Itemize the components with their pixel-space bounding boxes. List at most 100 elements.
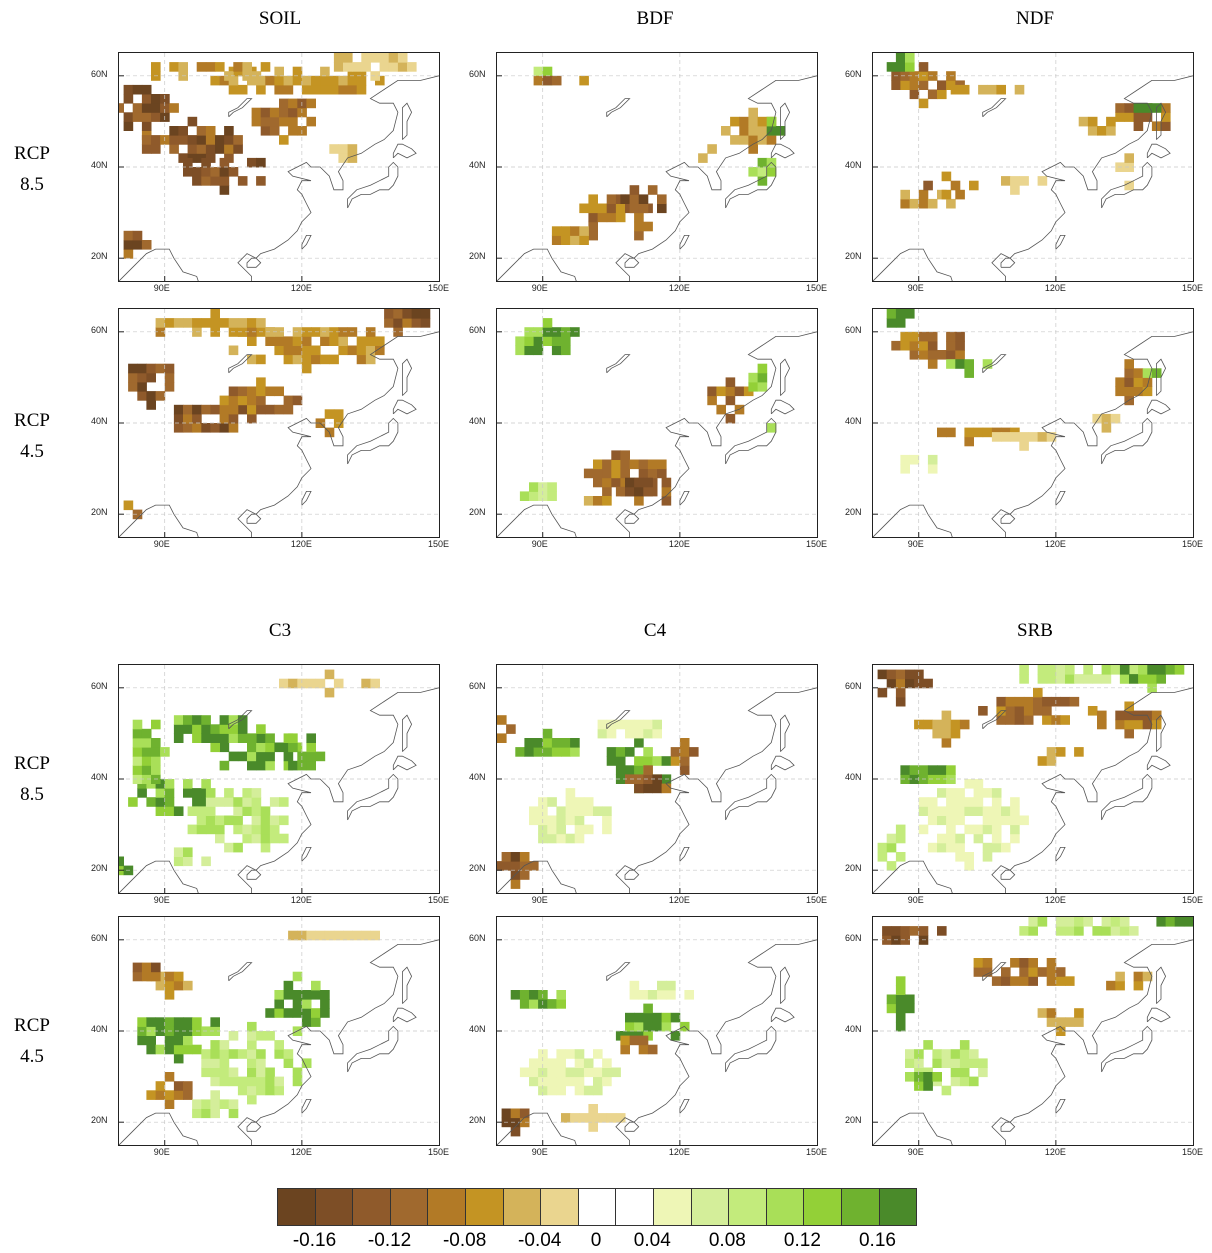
grid-cell xyxy=(652,719,662,730)
grid-cell xyxy=(237,176,248,186)
grid-cell xyxy=(579,75,589,86)
grid-cell xyxy=(132,738,143,748)
grid-cell xyxy=(247,1049,257,1059)
grid-cell xyxy=(370,53,380,63)
grid-cell xyxy=(219,1067,230,1078)
grid-cell xyxy=(1133,386,1144,397)
grid-cell xyxy=(941,171,952,182)
coastline xyxy=(301,234,312,250)
colorbar-label: -0.12 xyxy=(367,1230,412,1251)
coastline xyxy=(392,143,417,159)
grid-cell xyxy=(306,733,316,743)
colorbar-label: -0.08 xyxy=(442,1230,487,1251)
grid-cell xyxy=(1005,696,1016,707)
grid-cell xyxy=(173,715,184,725)
grid-cell xyxy=(219,404,230,415)
map-panel-c4-85 xyxy=(496,664,818,894)
coastline xyxy=(301,846,312,862)
colorbar-cell xyxy=(578,1189,617,1225)
grid-cell xyxy=(1037,176,1048,186)
grid-cell xyxy=(707,395,717,406)
grid-cell xyxy=(128,797,138,807)
grid-cell xyxy=(519,1067,530,1078)
grid-cell xyxy=(320,75,330,86)
grid-cell xyxy=(155,1081,166,1091)
grid-cell xyxy=(274,327,284,337)
grid-cell xyxy=(1074,926,1084,936)
grid-cell xyxy=(173,413,184,424)
grid-cell xyxy=(224,842,234,853)
lat-tick-label: 60N xyxy=(91,680,108,691)
lat-tick-label: 60N xyxy=(91,68,108,79)
grid-cell xyxy=(137,1017,147,1027)
grid-cell xyxy=(375,345,385,356)
grid-cell xyxy=(365,336,376,346)
grid-cell xyxy=(141,103,152,113)
lon-tick-label: 150E xyxy=(806,895,828,905)
grid-cell xyxy=(524,327,534,337)
row-label-top-rcp45: RCP 4.5 xyxy=(2,405,62,467)
grid-cell xyxy=(219,1058,230,1068)
grid-cell xyxy=(611,468,621,479)
grid-cell xyxy=(365,327,376,337)
grid-cell xyxy=(205,126,216,136)
grid-cell xyxy=(927,464,938,474)
grid-cell xyxy=(909,80,920,90)
grid-cell xyxy=(638,990,649,1000)
grid-cell xyxy=(643,728,653,739)
grid-cell xyxy=(597,203,608,214)
coastline xyxy=(982,98,1007,118)
grid-cell xyxy=(647,468,658,479)
coastline xyxy=(1101,161,1153,209)
grid-cell xyxy=(279,135,289,145)
grid-cell xyxy=(937,89,947,100)
grid-cell xyxy=(959,1040,970,1050)
grid-cell xyxy=(370,71,380,81)
grid-cell xyxy=(739,126,749,136)
grid-cell xyxy=(1119,926,1130,936)
coastline xyxy=(982,710,1007,730)
grid-cell xyxy=(228,1099,239,1109)
grid-cell xyxy=(748,372,758,383)
grid-cell xyxy=(895,852,906,862)
grid-cell xyxy=(146,400,156,410)
grid-cell xyxy=(183,779,193,789)
grid-cell xyxy=(141,94,152,104)
grid-cell xyxy=(1037,967,1048,977)
grid-cell xyxy=(242,797,252,807)
grid-cell xyxy=(219,760,230,771)
grid-cell xyxy=(914,678,924,689)
lat-tick-label: 60N xyxy=(845,324,862,335)
grid-cell xyxy=(155,1044,166,1055)
grid-cell xyxy=(519,861,530,871)
grid-cell xyxy=(937,815,947,826)
grid-cell xyxy=(228,84,239,95)
grid-cell xyxy=(201,167,211,177)
grid-cell xyxy=(946,788,956,798)
grid-cell xyxy=(946,765,956,775)
lat-tick-label: 60N xyxy=(469,324,486,335)
grid-cell xyxy=(333,409,344,419)
grid-cell xyxy=(620,1035,630,1046)
grid-cell xyxy=(647,1044,658,1055)
grid-cell xyxy=(661,756,672,766)
grid-cell xyxy=(183,980,193,991)
grid-cell xyxy=(123,249,134,259)
grid-cell xyxy=(766,423,777,433)
grid-cell xyxy=(338,144,348,154)
grid-cell xyxy=(233,806,243,816)
grid-cell xyxy=(734,386,745,397)
grid-cell xyxy=(187,135,198,145)
grid-cell xyxy=(210,423,220,433)
grid-cell xyxy=(247,760,257,771)
grid-cell xyxy=(657,459,667,470)
grid-cell xyxy=(260,833,271,844)
coastline xyxy=(392,1007,417,1023)
grid-cell xyxy=(183,157,193,168)
grid-cell xyxy=(356,75,367,86)
grid-cell xyxy=(1087,706,1098,716)
grid-cell xyxy=(964,368,974,378)
grid-cell xyxy=(955,852,965,862)
map-svg xyxy=(873,917,1193,1145)
grid-cell xyxy=(219,1049,230,1059)
